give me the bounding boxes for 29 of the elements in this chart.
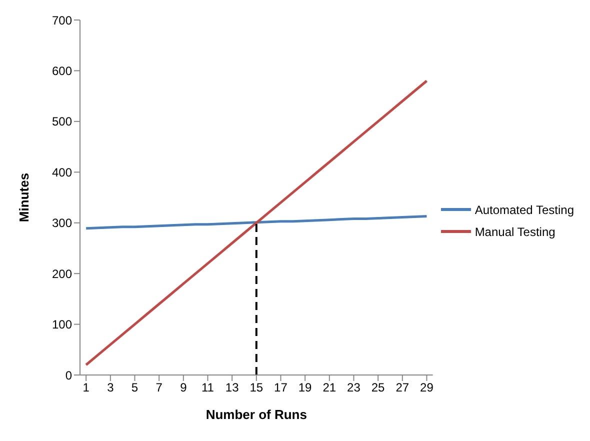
x-tick-label: 7	[156, 380, 163, 395]
x-axis-title: Number of Runs	[206, 407, 307, 422]
x-tick-label: 23	[347, 380, 361, 395]
x-tick-label: 5	[131, 380, 138, 395]
y-tick-label: 600	[52, 64, 72, 78]
x-tick-label: 27	[396, 380, 410, 395]
x-tick-label: 17	[274, 380, 288, 395]
x-tick-label: 21	[322, 380, 336, 395]
x-tick-label: 19	[298, 380, 312, 395]
y-tick-label: 0	[65, 368, 72, 382]
legend-label: Automated Testing	[474, 202, 574, 216]
x-tick-label: 11	[202, 380, 214, 395]
legend-label: Manual Testing	[474, 224, 556, 238]
x-tick-label: 15	[250, 380, 264, 395]
x-tick-label: 29	[420, 380, 434, 395]
y-tick-label: 100	[52, 318, 72, 332]
y-tick-label: 500	[52, 114, 72, 129]
line-series	[84, 215, 428, 230]
x-tick-label: 9	[180, 380, 188, 395]
x-tick-label: 3	[107, 380, 114, 395]
y-tick-label: 200	[52, 266, 72, 281]
x-tick-label: 1	[82, 380, 90, 395]
y-axis-title: Minutes	[16, 172, 32, 222]
y-tick-label: 300	[52, 216, 72, 230]
x-tick-label: 25	[371, 380, 386, 395]
line-series	[84, 80, 428, 366]
y-tick-label: 700	[52, 13, 72, 28]
y-tick-label: 400	[52, 165, 72, 180]
x-tick-label: 13	[225, 380, 240, 395]
